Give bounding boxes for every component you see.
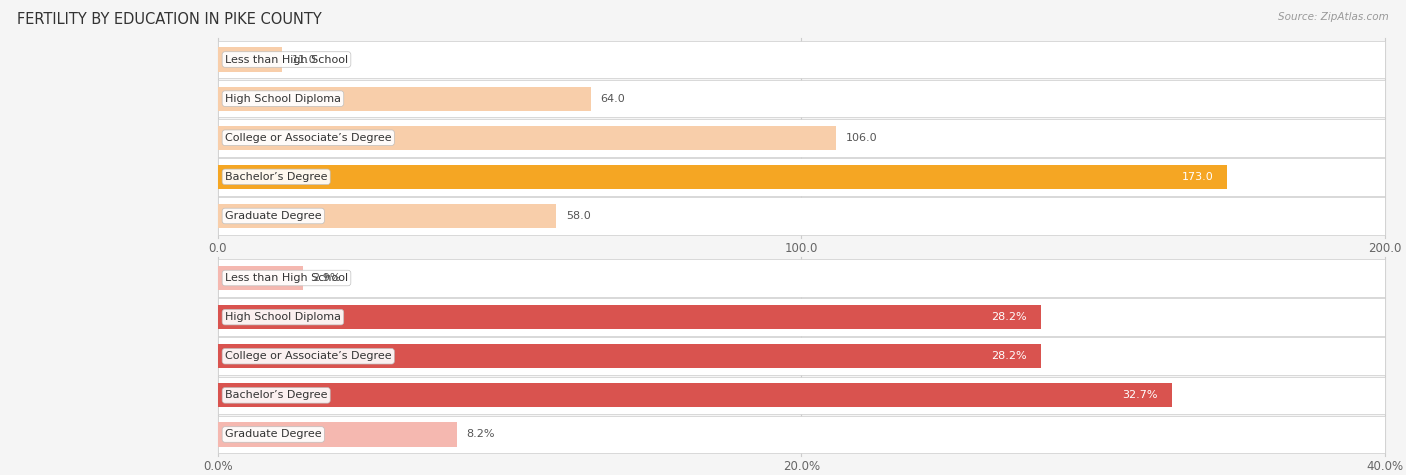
Text: High School Diploma: High School Diploma xyxy=(225,312,340,322)
Text: 173.0: 173.0 xyxy=(1181,172,1213,182)
Bar xyxy=(218,298,1385,336)
Text: Bachelor’s Degree: Bachelor’s Degree xyxy=(225,172,328,182)
Bar xyxy=(218,158,1385,196)
Text: Bachelor’s Degree: Bachelor’s Degree xyxy=(225,390,328,400)
Text: FERTILITY BY EDUCATION IN PIKE COUNTY: FERTILITY BY EDUCATION IN PIKE COUNTY xyxy=(17,12,322,27)
Bar xyxy=(218,383,1173,408)
Bar xyxy=(218,204,557,228)
Bar xyxy=(218,125,837,150)
Text: 64.0: 64.0 xyxy=(600,94,626,104)
Bar xyxy=(218,422,457,446)
Text: Graduate Degree: Graduate Degree xyxy=(225,429,322,439)
Text: 8.2%: 8.2% xyxy=(467,429,495,439)
Text: College or Associate’s Degree: College or Associate’s Degree xyxy=(225,133,391,143)
Bar xyxy=(218,86,592,111)
Bar xyxy=(218,259,1385,297)
Text: 2.9%: 2.9% xyxy=(312,273,340,283)
Bar xyxy=(218,197,1385,235)
Text: Source: ZipAtlas.com: Source: ZipAtlas.com xyxy=(1278,12,1389,22)
Bar xyxy=(218,80,1385,117)
Text: Graduate Degree: Graduate Degree xyxy=(225,211,322,221)
Text: Less than High School: Less than High School xyxy=(225,55,349,65)
Text: 28.2%: 28.2% xyxy=(991,351,1026,361)
Text: High School Diploma: High School Diploma xyxy=(225,94,340,104)
Bar xyxy=(218,119,1385,157)
Text: Less than High School: Less than High School xyxy=(225,273,349,283)
Bar xyxy=(218,416,1385,453)
Text: 58.0: 58.0 xyxy=(565,211,591,221)
Bar xyxy=(218,266,302,290)
Bar xyxy=(218,305,1040,329)
Bar xyxy=(218,344,1040,369)
Bar xyxy=(218,165,1227,189)
Text: 32.7%: 32.7% xyxy=(1122,390,1159,400)
Bar xyxy=(218,48,283,72)
Bar xyxy=(218,337,1385,375)
Bar xyxy=(218,377,1385,414)
Text: 28.2%: 28.2% xyxy=(991,312,1026,322)
Bar xyxy=(218,41,1385,78)
Text: 11.0: 11.0 xyxy=(291,55,316,65)
Text: 106.0: 106.0 xyxy=(846,133,877,143)
Text: College or Associate’s Degree: College or Associate’s Degree xyxy=(225,351,391,361)
